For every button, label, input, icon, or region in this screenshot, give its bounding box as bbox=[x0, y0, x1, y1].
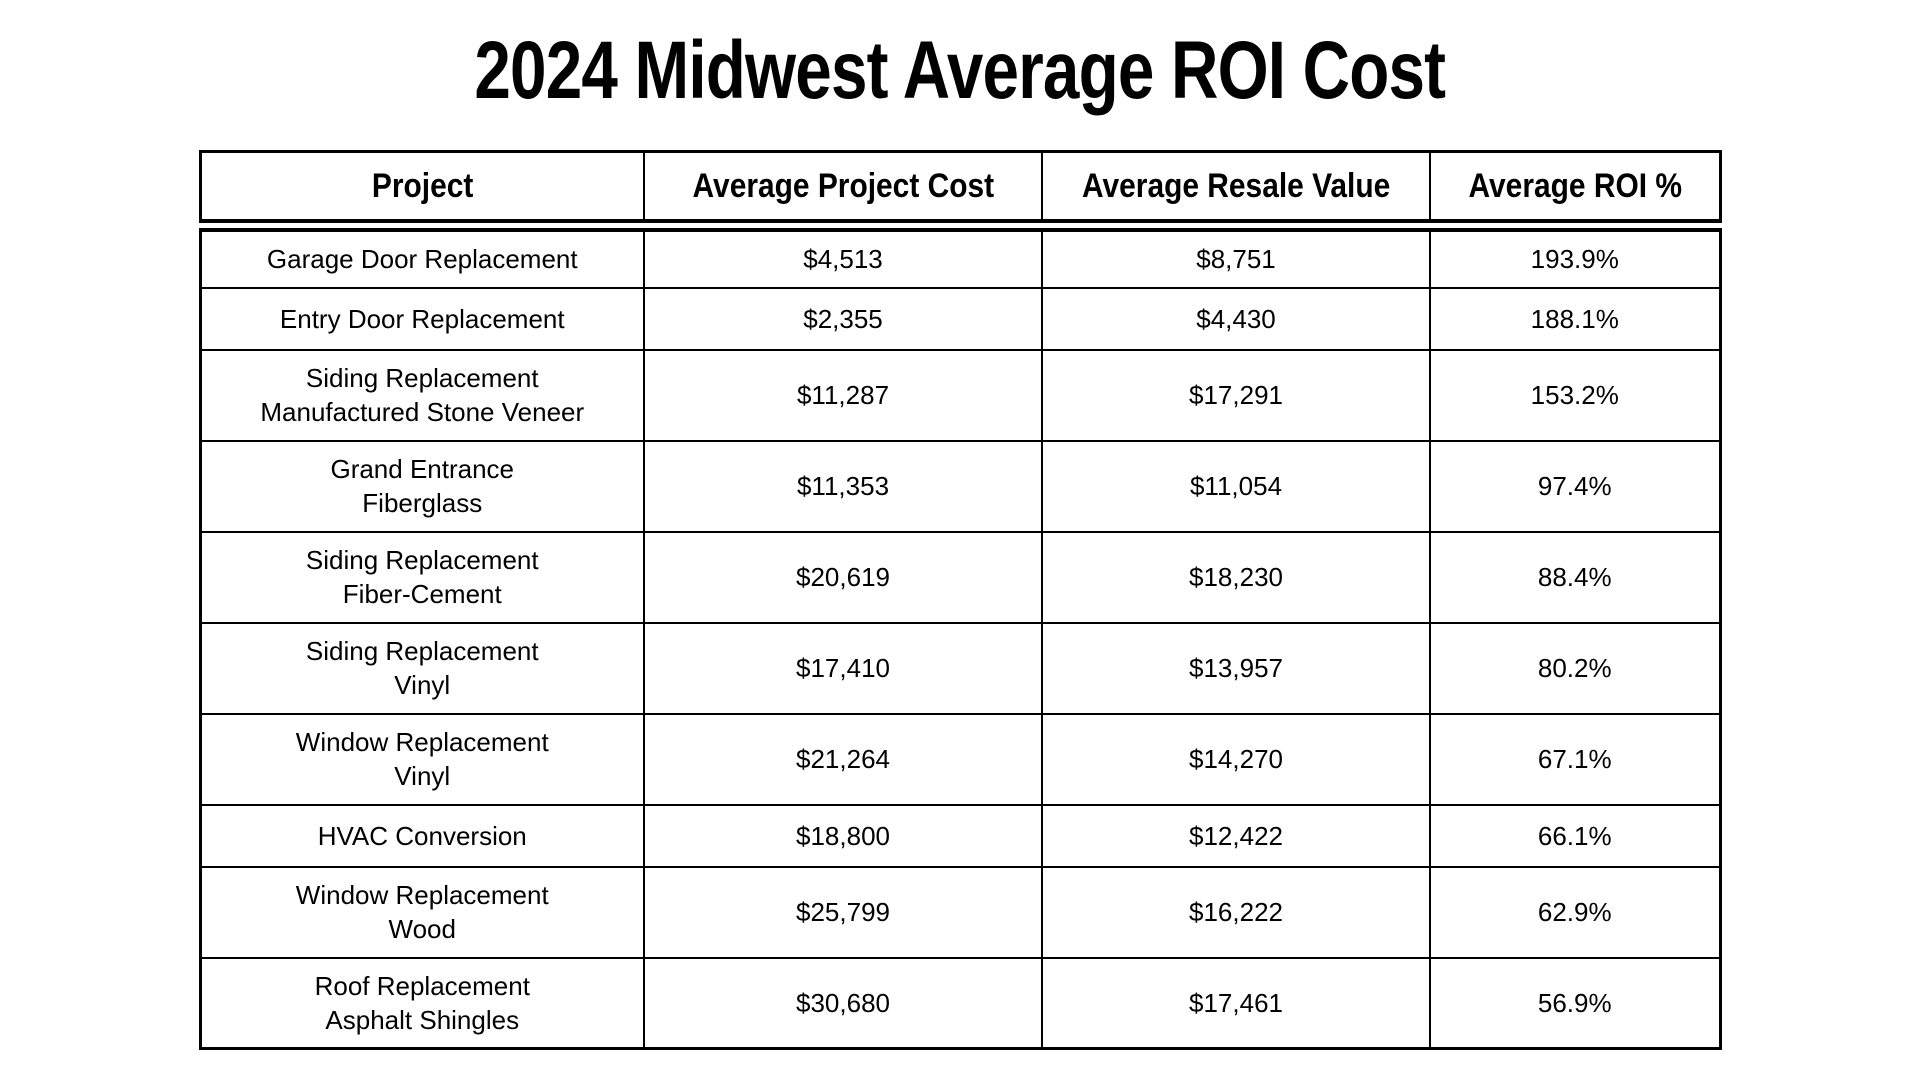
table-row-entry-door: Entry Door Replacement $2,355 $4,430 188… bbox=[199, 286, 1721, 351]
cell-cost: $30,680 bbox=[643, 956, 1043, 1050]
cell-roi: 97.4% bbox=[1429, 439, 1721, 533]
cell-project: HVAC Conversion bbox=[199, 803, 645, 868]
cell-cost: $18,800 bbox=[643, 803, 1043, 868]
cell-resale: $13,957 bbox=[1041, 621, 1431, 715]
cell-roi: 88.4% bbox=[1429, 530, 1721, 624]
cell-project: Window Replacement Vinyl bbox=[199, 712, 645, 806]
cell-project: Entry Door Replacement bbox=[199, 286, 645, 351]
cell-roi: 67.1% bbox=[1429, 712, 1721, 806]
cell-cost: $20,619 bbox=[643, 530, 1043, 624]
cell-resale: $14,270 bbox=[1041, 712, 1431, 806]
column-header-resale: Average Resale Value bbox=[1041, 150, 1431, 233]
cell-cost: $25,799 bbox=[643, 865, 1043, 959]
cell-project: Siding Replacement Vinyl bbox=[199, 621, 645, 715]
table-row-window-vinyl: Window Replacement Vinyl $21,264 $14,270 … bbox=[199, 712, 1721, 806]
table-row-window-wood: Window Replacement Wood $25,799 $16,222 6… bbox=[199, 865, 1721, 959]
cell-roi: 193.9% bbox=[1429, 224, 1721, 289]
cell-project: Grand Entrance Fiberglass bbox=[199, 439, 645, 533]
cell-roi: 62.9% bbox=[1429, 865, 1721, 959]
cell-cost: $2,355 bbox=[643, 286, 1043, 351]
table-row-hvac-conversion: HVAC Conversion $18,800 $12,422 66.1% bbox=[199, 803, 1721, 868]
cell-resale: $16,222 bbox=[1041, 865, 1431, 959]
cell-roi: 153.2% bbox=[1429, 348, 1721, 442]
cell-project: Window Replacement Wood bbox=[199, 865, 645, 959]
table-row-roof-asphalt-shingles: Roof Replacement Asphalt Shingles $30,680… bbox=[199, 956, 1721, 1050]
cell-cost: $11,353 bbox=[643, 439, 1043, 533]
table-row-siding-vinyl: Siding Replacement Vinyl $17,410 $13,957 … bbox=[199, 621, 1721, 715]
table-header-row: Project Average Project Cost Average Res… bbox=[199, 150, 1721, 233]
cell-project: Roof Replacement Asphalt Shingles bbox=[199, 956, 645, 1050]
cell-cost: $4,513 bbox=[643, 224, 1043, 289]
cell-cost: $11,287 bbox=[643, 348, 1043, 442]
column-header-cost: Average Project Cost bbox=[643, 150, 1043, 233]
cell-project: Siding Replacement Manufactured Stone Ven… bbox=[199, 348, 645, 442]
page-title: 2024 Midwest Average ROI Cost bbox=[0, 25, 1920, 116]
roi-table: Project Average Project Cost Average Res… bbox=[198, 150, 1722, 1051]
column-header-roi: Average ROI % bbox=[1429, 150, 1721, 233]
cell-roi: 188.1% bbox=[1429, 286, 1721, 351]
cell-resale: $18,230 bbox=[1041, 530, 1431, 624]
page-title-text: 2024 Midwest Average ROI Cost bbox=[474, 25, 1447, 116]
cell-roi: 56.9% bbox=[1429, 956, 1721, 1050]
cell-resale: $11,054 bbox=[1041, 439, 1431, 533]
cell-resale: $17,461 bbox=[1041, 956, 1431, 1050]
table-row-siding-stone-veneer: Siding Replacement Manufactured Stone Ven… bbox=[199, 348, 1721, 442]
table-row-grand-entrance: Grand Entrance Fiberglass $11,353 $11,054… bbox=[199, 439, 1721, 533]
cell-project: Garage Door Replacement bbox=[199, 224, 645, 289]
cell-resale: $17,291 bbox=[1041, 348, 1431, 442]
cell-roi: 66.1% bbox=[1429, 803, 1721, 868]
cell-roi: 80.2% bbox=[1429, 621, 1721, 715]
table-row-siding-fiber-cement: Siding Replacement Fiber-Cement $20,619 $… bbox=[199, 530, 1721, 624]
cell-resale: $8,751 bbox=[1041, 224, 1431, 289]
cell-project: Siding Replacement Fiber-Cement bbox=[199, 530, 645, 624]
table-row-garage-door: Garage Door Replacement $4,513 $8,751 19… bbox=[199, 224, 1721, 289]
cell-resale: $4,430 bbox=[1041, 286, 1431, 351]
cell-resale: $12,422 bbox=[1041, 803, 1431, 868]
column-header-project: Project bbox=[199, 150, 645, 233]
cell-cost: $17,410 bbox=[643, 621, 1043, 715]
cell-cost: $21,264 bbox=[643, 712, 1043, 806]
